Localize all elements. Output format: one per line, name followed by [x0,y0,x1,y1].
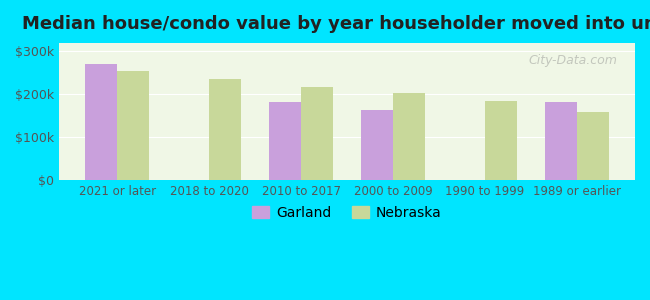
Bar [301,87,333,180]
Bar [361,110,393,180]
Bar [393,93,425,180]
Legend: Garland, Nebraska: Garland, Nebraska [247,200,447,225]
Bar [269,102,301,180]
Bar [485,101,517,180]
Text: City-Data.com: City-Data.com [529,54,617,67]
Bar [117,71,150,180]
Bar [545,102,577,180]
Bar [209,80,241,180]
Bar [85,64,117,180]
Title: Median house/condo value by year householder moved into unit: Median house/condo value by year househo… [22,15,650,33]
Bar [577,112,609,180]
